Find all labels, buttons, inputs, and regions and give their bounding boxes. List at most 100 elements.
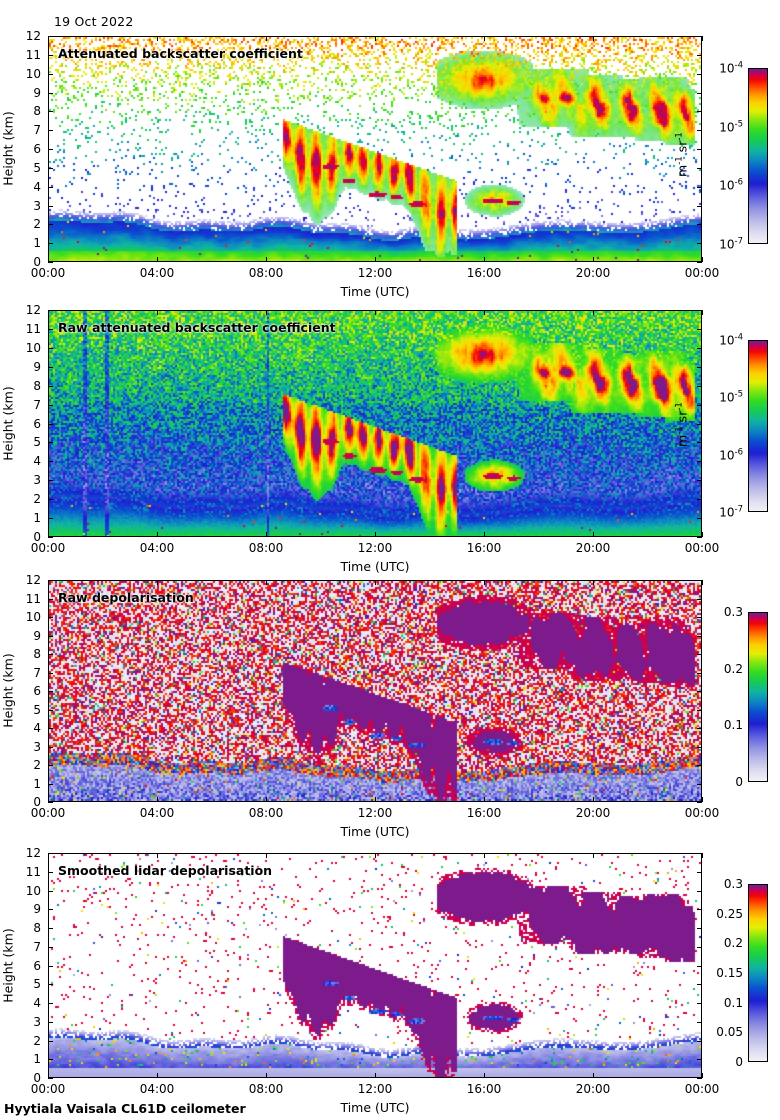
y-axis-tick-mark-p1-3 bbox=[48, 480, 53, 481]
y-axis-tick-mark-right-p2-8 bbox=[697, 654, 702, 655]
x-axis-tick-label-p2-5: 20:00 bbox=[575, 806, 611, 820]
x-axis-tick-label-p1-0: 00:00 bbox=[30, 541, 66, 555]
y-axis-tick-mark-right-p2-9 bbox=[697, 636, 702, 637]
y-axis-tick-mark-p0-4 bbox=[48, 187, 53, 188]
y-axis-tick-mark-p3-0 bbox=[48, 1078, 53, 1079]
y-axis-tick-mark-right-p2-3 bbox=[697, 747, 702, 748]
colorbar-tick-label-p3-1: 0.25 bbox=[716, 906, 743, 921]
y-axis-tick-label-p2-9: 9 bbox=[33, 628, 41, 643]
y-axis-tick-mark-right-p3-5 bbox=[697, 984, 702, 985]
y-axis-tick-label-p0-0: 0 bbox=[33, 255, 41, 269]
y-axis-tick-label-p3-1: 1 bbox=[33, 1052, 41, 1067]
x-axis-tick-label-p2-1: 04:00 bbox=[139, 806, 175, 820]
y-axis-tick-mark-right-p2-11 bbox=[697, 599, 702, 600]
y-axis-tick-mark-right-p0-11 bbox=[697, 55, 702, 56]
colorbar-tick-label-p1-0: 10-4 bbox=[719, 332, 743, 348]
y-axis-tick-label-p1-8: 8 bbox=[33, 378, 41, 393]
plot-area-smoothed-lidar-depolarisation[interactable] bbox=[48, 853, 702, 1078]
colorbar-gradient-3 bbox=[749, 885, 767, 1061]
colorbar-tick-label-p3-6: 0 bbox=[735, 1055, 743, 1069]
colorbar-gradient-0 bbox=[749, 69, 767, 243]
plot-area-raw-attenuated-backscatter[interactable] bbox=[48, 310, 702, 537]
colorbar-tick-label-p0-1: 10-5 bbox=[719, 119, 743, 135]
y-axis-tick-mark-right-p1-11 bbox=[697, 329, 702, 330]
y-axis-tick-mark-p1-12 bbox=[48, 310, 53, 311]
y-axis-tick-mark-right-p2-7 bbox=[697, 673, 702, 674]
y-axis-tick-label-p1-10: 10 bbox=[25, 340, 41, 355]
y-axis-tick-mark-p3-4 bbox=[48, 1003, 53, 1004]
y-axis-tick-mark-p0-10 bbox=[48, 74, 53, 75]
x-axis-tick-mark-top-p1-2 bbox=[266, 310, 267, 315]
y-axis-tick-mark-p0-7 bbox=[48, 130, 53, 131]
x-axis-label-p1: Time (UTC) bbox=[340, 559, 410, 574]
x-axis-label-p2: Time (UTC) bbox=[340, 824, 410, 839]
y-axis-tick-label-p1-3: 3 bbox=[33, 473, 41, 488]
colorbar-tick-label-p3-3: 0.15 bbox=[716, 966, 743, 980]
y-axis-tick-label-p3-8: 8 bbox=[33, 921, 41, 935]
panel-title-attenuated-backscatter: Attenuated backscatter coefficient bbox=[58, 46, 303, 61]
x-axis-tick-label-p3-3: 12:00 bbox=[357, 1082, 393, 1096]
colorbar-tick-label-p1-3: 10-7 bbox=[719, 504, 743, 520]
y-axis-tick-label-p3-6: 6 bbox=[33, 958, 41, 973]
x-axis-tick-mark-top-p2-4 bbox=[484, 580, 485, 585]
y-axis-tick-mark-right-p3-0 bbox=[697, 1078, 702, 1079]
y-axis-tick-mark-p3-11 bbox=[48, 872, 53, 873]
y-axis-tick-label-p2-2: 2 bbox=[33, 758, 41, 772]
y-axis-tick-mark-right-p2-1 bbox=[697, 784, 702, 785]
y-axis-tick-mark-p1-0 bbox=[48, 537, 53, 538]
x-axis-tick-mark-top-p1-4 bbox=[484, 310, 485, 315]
y-axis-tick-mark-right-p3-2 bbox=[697, 1041, 702, 1042]
y-axis-tick-mark-right-p1-9 bbox=[697, 367, 702, 368]
panel-title-raw-attenuated-backscatter: Raw attenuated backscatter coefficient bbox=[58, 320, 336, 335]
x-axis-tick-mark-p3-6 bbox=[702, 1073, 703, 1078]
y-axis-tick-mark-p2-12 bbox=[48, 580, 53, 581]
y-axis-tick-label-p3-2: 2 bbox=[33, 1033, 41, 1048]
x-axis-tick-mark-top-p1-5 bbox=[593, 310, 594, 315]
x-axis-tick-label-p0-5: 20:00 bbox=[575, 266, 611, 280]
y-axis-tick-mark-right-p0-9 bbox=[697, 93, 702, 94]
y-axis-tick-mark-right-p3-11 bbox=[697, 872, 702, 873]
y-axis-tick-mark-p3-12 bbox=[48, 853, 53, 854]
x-axis-tick-label-p1-2: 08:00 bbox=[248, 541, 284, 555]
y-axis-tick-mark-p2-3 bbox=[48, 747, 53, 748]
colorbar-tick-label-p2-2: 0.1 bbox=[723, 718, 743, 733]
x-axis-tick-mark-top-p1-1 bbox=[157, 310, 158, 315]
plot-area-attenuated-backscatter[interactable] bbox=[48, 36, 702, 262]
x-axis-tick-mark-p1-1 bbox=[157, 532, 158, 537]
plot-area-raw-depolarisation[interactable] bbox=[48, 580, 702, 802]
x-axis-tick-label-p0-4: 16:00 bbox=[466, 266, 502, 280]
y-axis-tick-mark-right-p0-7 bbox=[697, 130, 702, 131]
x-axis-tick-mark-p2-3 bbox=[375, 797, 376, 802]
x-axis-tick-label-p1-6: 00:00 bbox=[684, 541, 720, 555]
y-axis-tick-mark-right-p1-5 bbox=[697, 442, 702, 443]
y-axis-tick-mark-right-p2-12 bbox=[697, 580, 702, 581]
y-axis-tick-mark-p1-4 bbox=[48, 461, 53, 462]
y-axis-tick-mark-p3-5 bbox=[48, 984, 53, 985]
colorbar-tick-label-p0-0: 10-4 bbox=[719, 60, 743, 76]
y-axis-tick-label-p0-4: 4 bbox=[33, 179, 41, 194]
y-axis-tick-label-p3-3: 3 bbox=[33, 1014, 41, 1029]
y-axis-tick-mark-p0-0 bbox=[48, 262, 53, 263]
y-axis-tick-mark-p0-1 bbox=[48, 243, 53, 244]
y-axis-tick-label-p2-5: 5 bbox=[33, 702, 41, 717]
colorbar-gradient-2 bbox=[749, 613, 767, 781]
x-axis-tick-label-p1-4: 16:00 bbox=[466, 541, 502, 555]
y-axis-tick-mark-right-p3-8 bbox=[697, 928, 702, 929]
x-axis-tick-label-p2-6: 00:00 bbox=[684, 806, 720, 820]
y-axis-tick-label-p3-5: 5 bbox=[33, 977, 41, 992]
colorbar-tick-label-p0-2: 10-6 bbox=[719, 177, 743, 193]
y-axis-tick-mark-right-p2-5 bbox=[697, 710, 702, 711]
x-axis-tick-label-p3-0: 00:00 bbox=[30, 1082, 66, 1096]
figure-footer: Hyytiala Vaisala CL61D ceilometer bbox=[4, 1101, 246, 1116]
x-axis-tick-mark-top-p3-1 bbox=[157, 853, 158, 858]
y-axis-tick-mark-right-p3-7 bbox=[697, 947, 702, 948]
y-axis-tick-mark-p2-10 bbox=[48, 617, 53, 618]
x-axis-tick-mark-p3-2 bbox=[266, 1073, 267, 1078]
y-axis-tick-label-p0-12: 12 bbox=[25, 29, 41, 43]
x-axis-tick-mark-top-p3-5 bbox=[593, 853, 594, 858]
y-axis-tick-mark-right-p2-10 bbox=[697, 617, 702, 618]
x-axis-tick-mark-p2-4 bbox=[484, 797, 485, 802]
y-axis-tick-mark-right-p1-10 bbox=[697, 348, 702, 349]
y-axis-tick-mark-p3-3 bbox=[48, 1022, 53, 1023]
